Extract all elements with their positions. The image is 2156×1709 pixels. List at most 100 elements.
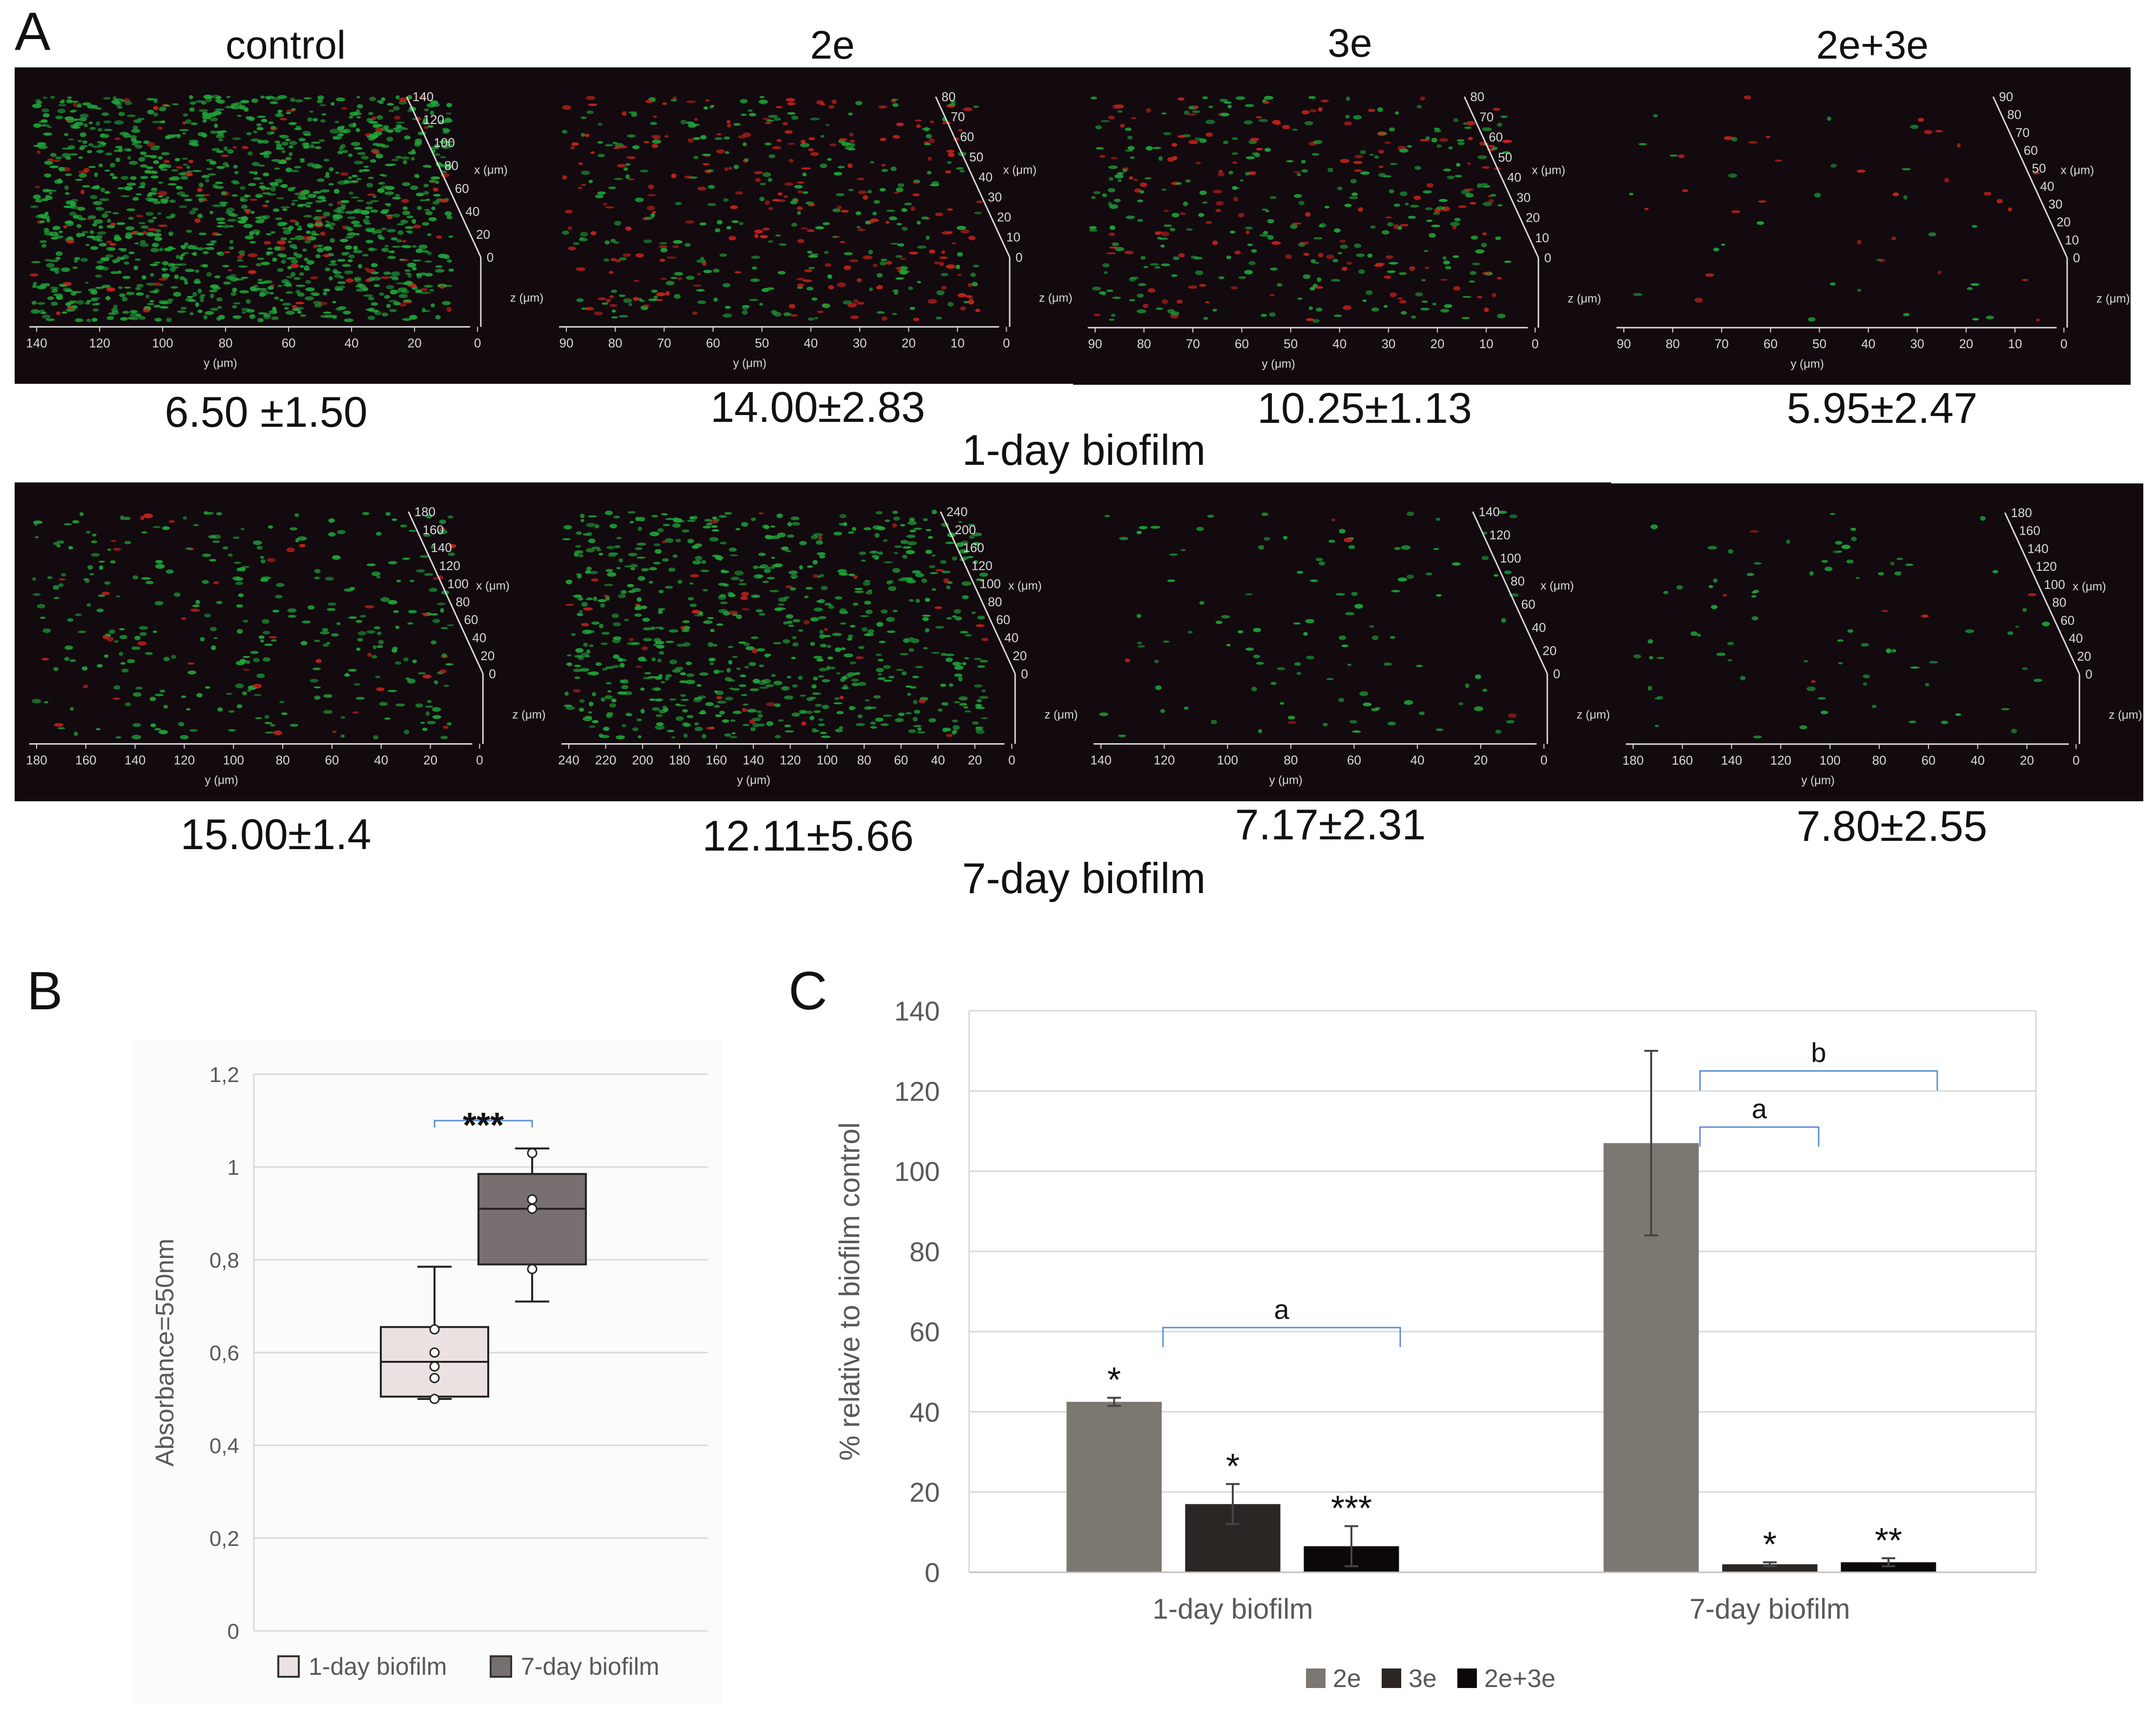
x-tick-label: 20 xyxy=(480,648,495,663)
cell-dot xyxy=(899,266,908,271)
cell-dot xyxy=(712,644,718,647)
cell-dot xyxy=(799,709,808,714)
x-tick-label: 0 xyxy=(1016,250,1022,265)
cell-dot xyxy=(210,308,219,311)
cell-dot xyxy=(272,208,280,212)
z-axis-label: z (μm) xyxy=(1044,709,1078,722)
cell-dot xyxy=(1227,104,1232,109)
cell-dot xyxy=(289,219,297,223)
cell-dot xyxy=(651,515,659,518)
cell-dot xyxy=(429,289,435,292)
cell-dot xyxy=(72,266,78,270)
cell-dot xyxy=(421,308,426,313)
comparison-bracket xyxy=(1699,1126,1820,1147)
cell-dot xyxy=(1145,108,1151,113)
cell-dot xyxy=(308,224,313,229)
cell-dot xyxy=(1452,225,1457,229)
cell-dot xyxy=(435,315,441,320)
cell-dot xyxy=(238,265,248,268)
cell-dot xyxy=(757,714,763,718)
cell-dot xyxy=(1663,591,1669,594)
cell-dot xyxy=(628,303,633,306)
cell-dot xyxy=(1226,255,1231,259)
cell-dot xyxy=(666,729,674,732)
cell-dot xyxy=(714,137,723,140)
cell-dot xyxy=(686,100,696,104)
cell-dot xyxy=(1751,595,1757,598)
cell-dot xyxy=(355,697,365,700)
cell-dot xyxy=(685,661,692,666)
cell-dot xyxy=(119,628,125,630)
cell-dot xyxy=(611,290,618,293)
cell-dot xyxy=(40,214,50,219)
cell-dot xyxy=(580,170,590,175)
cell-dot xyxy=(783,639,790,644)
cell-dot xyxy=(372,116,376,121)
cell-dot xyxy=(407,273,412,278)
cell-dot xyxy=(436,235,442,239)
x-tick-label: 80 xyxy=(2007,107,2021,122)
cell-dot xyxy=(797,286,803,289)
cell-dot xyxy=(305,205,311,208)
image-7day-3e: 140 120 100 80 60 40 20 0 y (μm) 140 120 100 80 60 40 2… xyxy=(1079,482,1611,801)
x-tick-label: 40 xyxy=(1532,620,1546,635)
cell-dot xyxy=(1937,270,1942,274)
x-tick-label: 20 xyxy=(2077,649,2091,664)
cell-dot xyxy=(1921,614,1929,618)
cell-dot xyxy=(588,701,594,707)
x-tick-label: 60 xyxy=(2060,613,2074,627)
legend-label: 2e+3e xyxy=(1484,1665,1555,1693)
cell-dot xyxy=(886,209,895,212)
cell-dot xyxy=(1497,123,1502,127)
cell-dot xyxy=(805,201,814,205)
cell-dot xyxy=(1108,165,1118,169)
cell-dot xyxy=(879,641,886,644)
cell-dot xyxy=(607,572,617,577)
cell-dot xyxy=(1171,143,1178,147)
cell-dot xyxy=(1360,171,1370,175)
panel-b-letter: B xyxy=(27,961,63,1021)
cell-dot xyxy=(603,584,613,586)
cell-dot xyxy=(270,724,275,727)
cell-dot xyxy=(840,241,846,243)
cell-dot xyxy=(155,229,161,233)
cell-dot xyxy=(1827,116,1831,121)
cell-dot xyxy=(1205,132,1213,137)
cell-dot xyxy=(784,730,794,732)
cell-dot xyxy=(1847,629,1854,633)
x-tick-label: 30 xyxy=(1516,190,1531,205)
cell-dot xyxy=(351,196,360,199)
cell-dot xyxy=(687,597,694,601)
cell-dot xyxy=(120,317,128,321)
cell-dot xyxy=(876,311,885,314)
cell-dot xyxy=(368,138,375,141)
cell-dot xyxy=(755,178,761,182)
cell-dot xyxy=(1163,224,1172,227)
cell-dot xyxy=(294,235,305,240)
cell-dot xyxy=(55,256,61,260)
cell-dot xyxy=(1721,244,1725,246)
cell-dot xyxy=(162,526,170,530)
z-axis-label: z (μm) xyxy=(1039,292,1072,305)
cell-dot xyxy=(730,577,740,581)
cell-dot xyxy=(124,234,133,239)
cell-dot xyxy=(1185,179,1191,183)
y-tick-label: 0 xyxy=(1003,335,1010,350)
cell-dot xyxy=(379,702,388,706)
cell-dot xyxy=(1723,136,1734,141)
cell-dot xyxy=(718,556,723,561)
cell-dot xyxy=(408,610,417,614)
cell-dot xyxy=(844,265,851,271)
cell-dot xyxy=(446,141,454,143)
cell-dot xyxy=(625,163,631,166)
cell-dot xyxy=(131,231,137,235)
cell-dot xyxy=(66,240,74,244)
cell-dot xyxy=(65,200,75,205)
cell-dot xyxy=(1644,208,1649,210)
cell-dot xyxy=(430,181,435,183)
cell-dot xyxy=(425,198,430,201)
cell-dot xyxy=(767,240,773,243)
cell-dot xyxy=(1294,662,1301,666)
cell-dot xyxy=(197,213,203,219)
cell-dot xyxy=(1377,131,1387,136)
